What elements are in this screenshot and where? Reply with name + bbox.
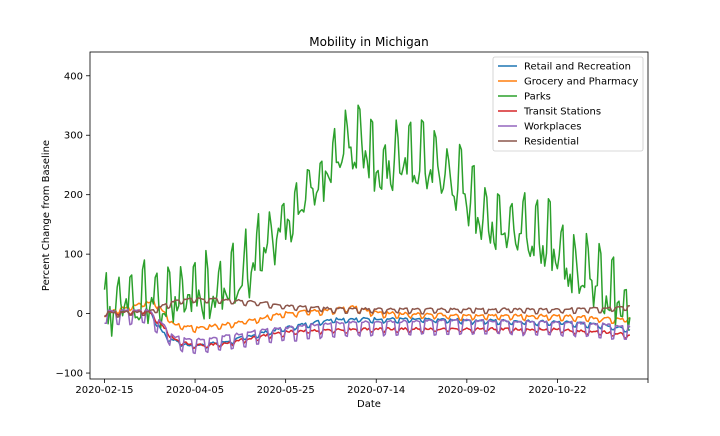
x-tick-label: 2020-10-22 bbox=[528, 385, 586, 396]
legend-label: Transit Stations bbox=[523, 107, 601, 118]
legend-label: Retail and Recreation bbox=[524, 62, 631, 73]
y-tick-label: 100 bbox=[64, 250, 83, 261]
legend-label: Workplaces bbox=[524, 122, 581, 133]
x-tick-label: 2020-05-25 bbox=[257, 385, 315, 396]
series-line bbox=[104, 297, 630, 318]
y-tick-label: −100 bbox=[56, 369, 83, 380]
x-tick-label: 2020-02-15 bbox=[75, 385, 133, 396]
legend: Retail and Recreation Grocery and Pharmac… bbox=[492, 56, 644, 152]
y-axis: −100 0 100 200 300 400 bbox=[56, 71, 90, 380]
x-axis: 2020-02-15 2020-04-05 2020-05-25 2020-07-14… bbox=[75, 379, 649, 396]
x-tick-label: 2020-07-14 bbox=[347, 385, 405, 396]
legend-label: Residential bbox=[524, 137, 579, 148]
y-tick-label: 300 bbox=[64, 131, 83, 142]
y-tick-label: 200 bbox=[64, 190, 83, 201]
legend-label: Parks bbox=[524, 92, 551, 103]
x-tick-label: 2020-04-05 bbox=[166, 385, 224, 396]
chart-title: Mobility in Michigan bbox=[309, 35, 429, 49]
y-tick-label: 0 bbox=[77, 309, 83, 320]
x-axis-label: Date bbox=[357, 399, 381, 410]
plot-area bbox=[89, 51, 649, 380]
series-line bbox=[104, 308, 631, 355]
x-tick-label: 2020-09-02 bbox=[438, 385, 496, 396]
series-line bbox=[104, 298, 631, 334]
plot-frame bbox=[89, 51, 649, 380]
legend-label: Grocery and Pharmacy bbox=[524, 77, 638, 88]
legend-box bbox=[492, 56, 644, 152]
series-line bbox=[103, 104, 631, 337]
y-axis-label: Percent Change from Baseline bbox=[41, 140, 52, 291]
y-tick-label: 400 bbox=[64, 71, 83, 82]
